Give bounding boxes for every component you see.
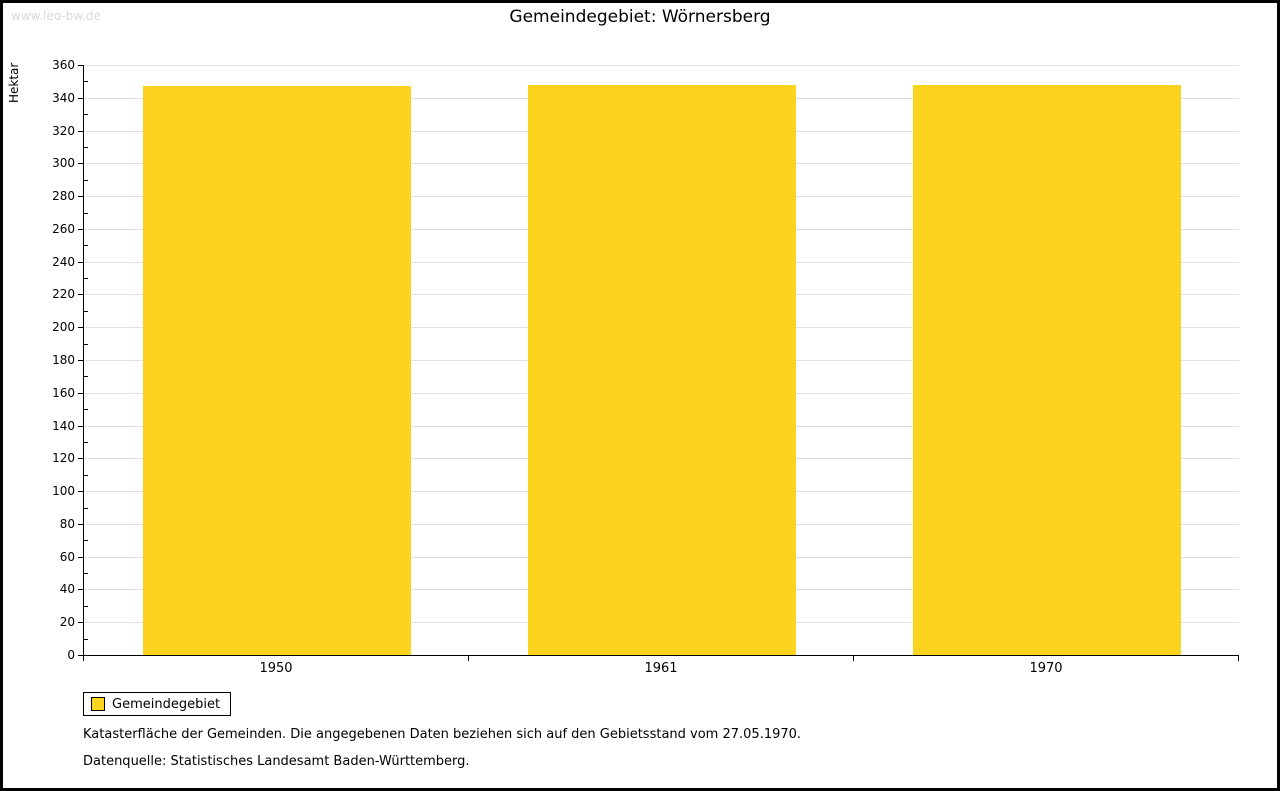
bar-1961 xyxy=(528,85,796,655)
y-tick-minor xyxy=(84,376,88,377)
y-tick-minor xyxy=(84,278,88,279)
y-tick-label: 160 xyxy=(52,386,75,400)
y-tick-minor xyxy=(84,344,88,345)
y-tick-label: 260 xyxy=(52,222,75,236)
y-tick-minor xyxy=(84,409,88,410)
y-tick-major xyxy=(78,360,83,361)
y-tick-label: 180 xyxy=(52,353,75,367)
y-tick-minor xyxy=(84,81,88,82)
y-tick-label: 80 xyxy=(59,517,75,531)
y-tick-major xyxy=(78,491,83,492)
x-tick-label: 1961 xyxy=(644,661,678,676)
y-tick-major xyxy=(78,262,83,263)
y-tick-major xyxy=(78,524,83,525)
y-tick-major xyxy=(78,327,83,328)
y-tick-label: 100 xyxy=(52,484,75,498)
y-tick-major xyxy=(78,426,83,427)
y-tick-major xyxy=(78,163,83,164)
y-gridline xyxy=(84,65,1239,66)
y-tick-minor xyxy=(84,573,88,574)
y-tick-label: 0 xyxy=(67,648,75,662)
y-tick-minor xyxy=(84,311,88,312)
x-tick xyxy=(83,656,84,661)
y-tick-label: 280 xyxy=(52,189,75,203)
bar-1970 xyxy=(913,85,1181,655)
y-tick-minor xyxy=(84,114,88,115)
x-tick xyxy=(853,656,854,661)
y-tick-major xyxy=(78,229,83,230)
y-tick-major xyxy=(78,294,83,295)
y-tick-major xyxy=(78,655,83,656)
footnote-description: Katasterfläche der Gemeinden. Die angege… xyxy=(83,727,802,742)
y-tick-label: 60 xyxy=(59,550,75,564)
y-tick-minor xyxy=(84,213,88,214)
x-tick-label: 1970 xyxy=(1029,661,1063,676)
y-tick-minor xyxy=(84,245,88,246)
y-tick-label: 300 xyxy=(52,156,75,170)
chart-title: Gemeindegebiet: Wörnersberg xyxy=(509,7,771,27)
legend-label: Gemeindegebiet xyxy=(112,696,221,712)
bar-1950 xyxy=(143,86,411,655)
y-tick-major xyxy=(78,393,83,394)
y-tick-major xyxy=(78,196,83,197)
y-tick-major xyxy=(78,131,83,132)
y-tick-label: 340 xyxy=(52,91,75,105)
watermark: www.leo-bw.de xyxy=(11,9,101,23)
y-tick-major xyxy=(78,98,83,99)
plot-area xyxy=(83,65,1239,656)
footnote-source: Datenquelle: Statistisches Landesamt Bad… xyxy=(83,754,470,769)
y-tick-label: 40 xyxy=(59,582,75,596)
y-tick-major xyxy=(78,458,83,459)
y-tick-minor xyxy=(84,442,88,443)
y-tick-minor xyxy=(84,180,88,181)
x-tick xyxy=(468,656,469,661)
y-tick-minor xyxy=(84,606,88,607)
y-tick-minor xyxy=(84,508,88,509)
y-tick-label: 140 xyxy=(52,419,75,433)
y-tick-label: 360 xyxy=(52,58,75,72)
x-tick-label: 1950 xyxy=(259,661,293,676)
x-tick xyxy=(1238,656,1239,661)
y-tick-label: 320 xyxy=(52,124,75,138)
y-tick-minor xyxy=(84,540,88,541)
legend: Gemeindegebiet xyxy=(83,692,232,716)
y-tick-label: 20 xyxy=(59,615,75,629)
y-tick-major xyxy=(78,622,83,623)
y-tick-minor xyxy=(84,475,88,476)
y-tick-major xyxy=(78,589,83,590)
y-tick-label: 200 xyxy=(52,320,75,334)
y-tick-major xyxy=(78,65,83,66)
y-tick-label: 220 xyxy=(52,287,75,301)
y-tick-major xyxy=(78,557,83,558)
y-tick-minor xyxy=(84,639,88,640)
y-tick-label: 120 xyxy=(52,451,75,465)
y-tick-minor xyxy=(84,147,88,148)
y-tick-label: 240 xyxy=(52,255,75,269)
legend-swatch-icon xyxy=(91,697,105,711)
